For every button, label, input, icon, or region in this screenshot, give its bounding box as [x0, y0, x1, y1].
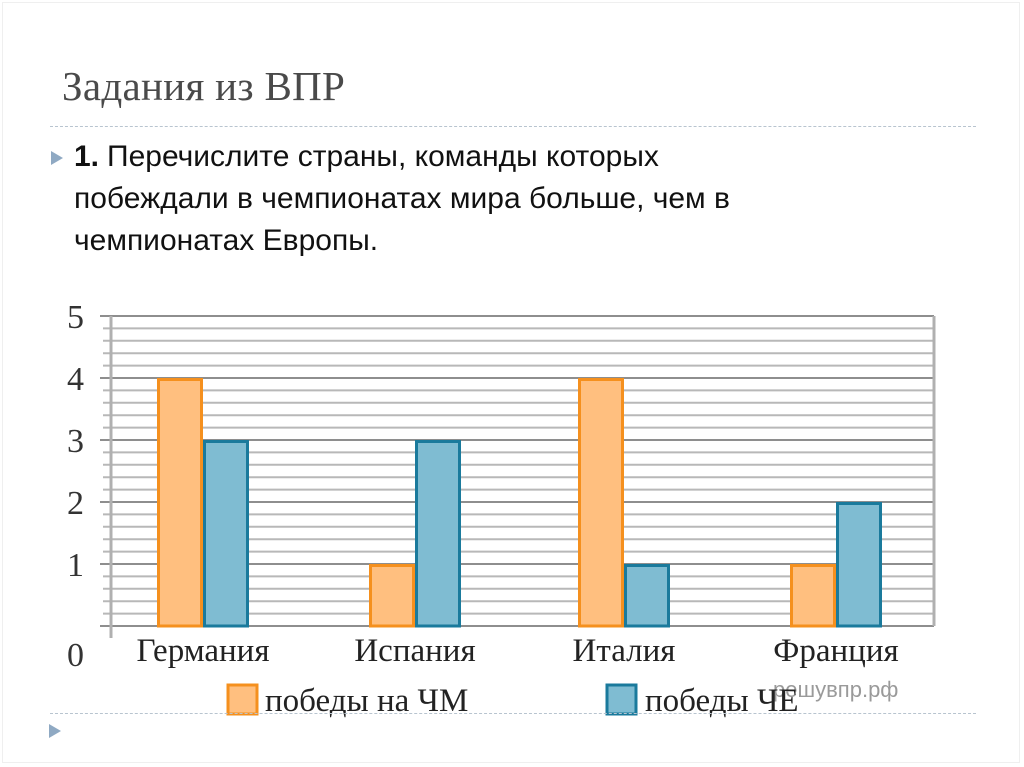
watermark: решувпр.рф [773, 677, 898, 702]
bottom-divider [50, 713, 976, 714]
task-line-3: чемпионатах Европы. [74, 224, 379, 257]
bullet-arrow-icon-2 [49, 724, 61, 738]
bullet-arrow-icon [51, 151, 63, 165]
y-tick-label: 3 [67, 423, 84, 460]
bar-euro [203, 440, 249, 628]
bar-wc [157, 378, 203, 628]
legend-swatch-euro [605, 683, 638, 716]
category-label: Испания [354, 633, 475, 669]
bar-wc [790, 564, 836, 628]
bar-euro [624, 564, 670, 628]
task-line-2: побеждали в чемпионатах мира больше, чем… [74, 182, 730, 215]
category-label: Италия [573, 633, 676, 669]
y-axis-ticks: 0 1 2 3 4 5 [67, 299, 84, 674]
title-divider [50, 126, 976, 127]
y-tick-label: 2 [67, 485, 84, 522]
task-line-1: Перечислите страны, команды которых [107, 140, 659, 173]
bar-euro [415, 440, 461, 628]
chart-bars [157, 378, 882, 628]
bar-wc [578, 378, 624, 628]
y-tick-label: 0 [67, 637, 84, 674]
category-label: Германия [136, 633, 269, 669]
x-axis-categories: Германия Испания Италия Франция [136, 633, 898, 669]
category-label: Франция [773, 633, 898, 669]
bar-euro [836, 502, 882, 628]
task-number: 1. [74, 140, 100, 173]
bar-wc [369, 564, 415, 628]
y-tick-label: 4 [67, 361, 84, 398]
y-tick-label: 5 [67, 299, 84, 336]
task-text: 1. Перечислите страны, команды которых по… [74, 136, 874, 262]
legend-swatch-wc [226, 683, 259, 716]
slide-title: Задания из ВПР [62, 63, 346, 109]
y-tick-label: 1 [67, 547, 84, 584]
